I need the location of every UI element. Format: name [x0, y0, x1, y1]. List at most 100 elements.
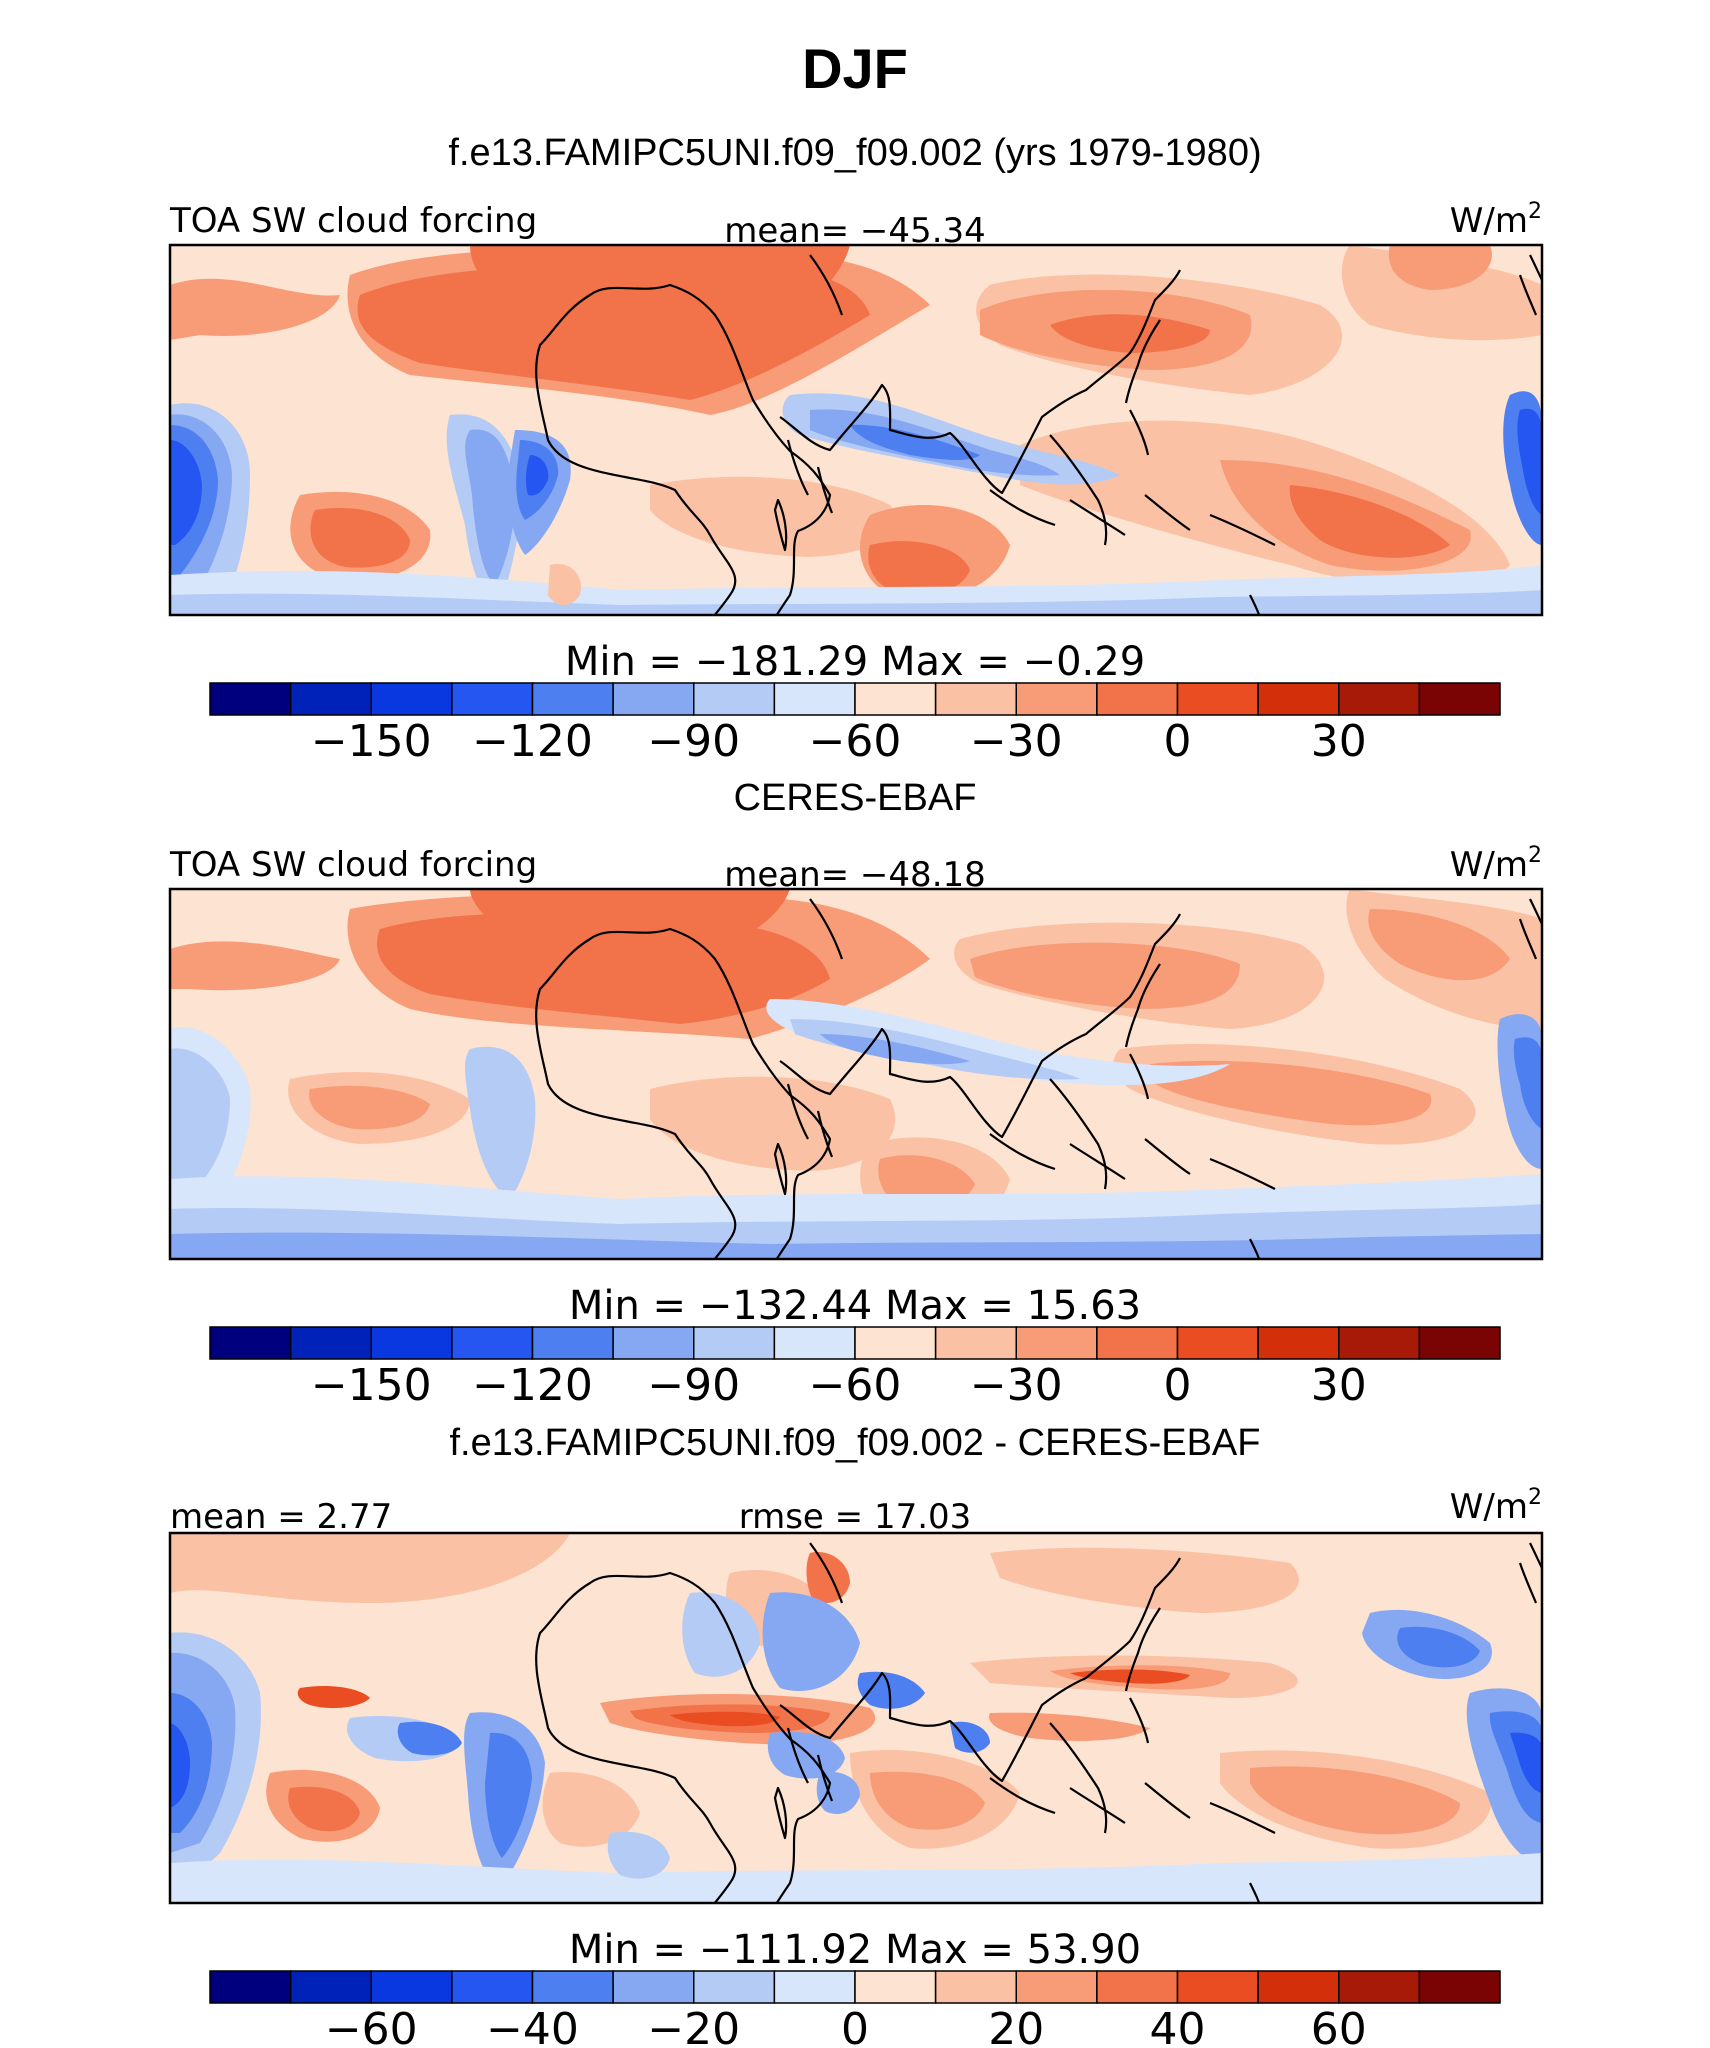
colorbar-tick-label: −60 [325, 2004, 418, 2048]
map-frame [168, 887, 1544, 1261]
colorbar-tick-label: 0 [841, 2004, 869, 2048]
panel-units: W/m2 [1450, 1485, 1542, 1527]
obs-colorbar-ticks: −150 −120 −90 −60 −30 0 30 [311, 1360, 1367, 1411]
colorbar-box [1257, 1970, 1340, 2004]
colorbar-box [451, 682, 534, 716]
colorbar-tick-label: −90 [647, 716, 740, 767]
colorbar-box [1096, 1970, 1179, 2004]
colorbar-box [612, 1970, 695, 2004]
colorbar-box [1418, 1970, 1501, 2004]
colorbar-box [773, 682, 856, 716]
diff-title: f.e13.FAMIPC5UNI.f09_f09.002 - CERES-EBA… [449, 1422, 1260, 1464]
colorbar-box [1015, 1970, 1098, 2004]
panel-minmax: Min = −181.29 Max = −0.29 [565, 639, 1145, 685]
colorbar-tick-label: 0 [1164, 1360, 1192, 1411]
colorbar-tick-label: −60 [809, 716, 902, 767]
colorbar-tick-label: −20 [647, 2004, 740, 2048]
colorbar-box [1096, 1326, 1179, 1360]
panel-minmax: Min = −132.44 Max = 15.63 [569, 1283, 1141, 1329]
panel-minmax: Min = −111.92 Max = 53.90 [569, 1927, 1141, 1973]
obs-colorbar [209, 1326, 1501, 1360]
map-frame [168, 1531, 1544, 1905]
colorbar-box [209, 682, 292, 716]
colorbar-tick-label: −30 [970, 716, 1063, 767]
colorbar-box [934, 1326, 1018, 1360]
colorbar-tick-label: −40 [486, 2004, 579, 2048]
colorbar-tick-label: 60 [1311, 2004, 1367, 2048]
colorbar-box [209, 1970, 292, 2004]
colorbar-box [1418, 1326, 1501, 1360]
colorbar-box [1257, 1326, 1340, 1360]
colorbar-tick-label: −150 [311, 716, 432, 767]
colorbar-box [1338, 1970, 1421, 2004]
colorbar-box [531, 682, 614, 716]
diff-mean-label: mean = 2.77 [170, 1497, 392, 1537]
diff-colorbar-ticks: −60 −40 −20 0 20 40 60 [325, 2004, 1367, 2048]
colorbar-box [451, 1326, 534, 1360]
colorbar-tick-label: −120 [472, 1360, 593, 1411]
colorbar-box [370, 1970, 453, 2004]
colorbar-box [289, 1326, 373, 1360]
colorbar-box [209, 1326, 292, 1360]
map-contours [170, 245, 1542, 615]
colorbar-box [1418, 682, 1501, 716]
colorbar-box [1176, 1326, 1259, 1360]
colorbar-tick-label: 30 [1311, 716, 1367, 767]
colorbar-box [289, 1970, 373, 2004]
diff-panel: mean = 2.77 rmse = 17.03 W/m2 [168, 1485, 1544, 2048]
colorbar-box [693, 1970, 776, 2004]
figure-season-title: DJF [802, 37, 908, 100]
colorbar-box [451, 1970, 534, 2004]
colorbar-tick-label: −150 [311, 1360, 432, 1411]
diff-colorbar [209, 1970, 1501, 2004]
colorbar-box [1176, 1970, 1259, 2004]
colorbar-box [854, 682, 937, 716]
colorbar-box [693, 1326, 776, 1360]
colorbar-box [693, 682, 776, 716]
model-panel: TOA SW cloud forcing mean= −45.34 W/m2 [168, 199, 1544, 767]
colorbar-tick-label: 30 [1311, 1360, 1367, 1411]
colorbar-tick-label: −90 [647, 1360, 740, 1411]
diff-map [170, 1533, 1542, 1903]
case-title: f.e13.FAMIPC5UNI.f09_f09.002 (yrs 1979-1… [448, 132, 1261, 174]
colorbar-box [1015, 682, 1098, 716]
map-contours [170, 1533, 1542, 1903]
obs-title: CERES-EBAF [734, 777, 977, 819]
model-colorbar [209, 682, 1501, 716]
colorbar-box [531, 1326, 614, 1360]
colorbar-box [934, 682, 1018, 716]
colorbar-box [773, 1970, 856, 2004]
colorbar-box [370, 682, 453, 716]
model-map [170, 245, 1542, 615]
colorbar-box [1015, 1326, 1098, 1360]
diff-rmse-label: rmse = 17.03 [739, 1497, 972, 1537]
map-frame [168, 243, 1544, 617]
colorbar-box [1257, 682, 1340, 716]
colorbar-tick-label: 40 [1150, 2004, 1206, 2048]
panel-left-label: TOA SW cloud forcing [169, 201, 537, 241]
panel-left-label: TOA SW cloud forcing [169, 845, 537, 885]
colorbar-box [612, 682, 695, 716]
colorbar-box [370, 1326, 453, 1360]
colorbar-box [531, 1970, 614, 2004]
colorbar-tick-label: 0 [1164, 716, 1192, 767]
colorbar-tick-label: −120 [472, 716, 593, 767]
obs-panel: TOA SW cloud forcing mean= −48.18 W/m2 [168, 843, 1544, 1411]
colorbar-box [1338, 682, 1421, 716]
colorbar-box [1338, 1326, 1421, 1360]
map-contours [170, 889, 1542, 1259]
colorbar-box [1176, 682, 1259, 716]
colorbar-box [289, 682, 373, 716]
colorbar-tick-label: −60 [809, 1360, 902, 1411]
colorbar-box [854, 1970, 937, 2004]
panel-units: W/m2 [1450, 199, 1542, 241]
colorbar-box [773, 1326, 856, 1360]
panel-units: W/m2 [1450, 843, 1542, 885]
colorbar-box [612, 1326, 695, 1360]
colorbar-box [854, 1326, 937, 1360]
colorbar-box [1096, 682, 1179, 716]
colorbar-tick-label: 20 [988, 2004, 1044, 2048]
colorbar-box [934, 1970, 1018, 2004]
colorbar-tick-label: −30 [970, 1360, 1063, 1411]
